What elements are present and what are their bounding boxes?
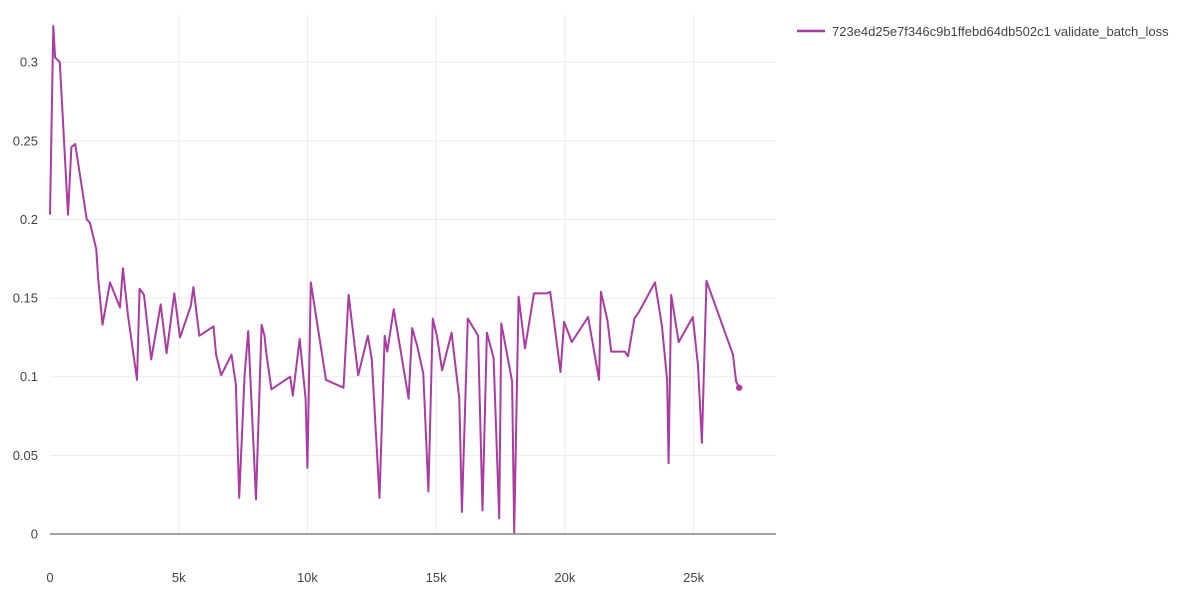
x-tick-label: 25k	[683, 570, 704, 585]
x-tick-label: 10k	[297, 570, 318, 585]
series-line[interactable]	[49, 25, 741, 534]
gridlines	[50, 15, 776, 535]
series-end-point[interactable]	[735, 384, 743, 391]
x-tick-label: 15k	[426, 570, 447, 585]
x-tick-label: 5k	[172, 570, 186, 585]
y-tick-label: 0.3	[20, 55, 38, 70]
y-tick-label: 0.25	[13, 133, 38, 148]
y-tick-label: 0.15	[13, 291, 38, 306]
series-lines	[49, 25, 743, 534]
x-tick-label: 20k	[554, 570, 575, 585]
y-tick-label: 0.2	[20, 212, 38, 227]
legend-label: 723e4d25e7f346c9b1ffebd64db502c1 validat…	[832, 24, 1169, 39]
y-tick-label: 0.05	[13, 448, 38, 463]
y-tick-label: 0.1	[20, 369, 38, 384]
x-axis-tick-labels: 0 5k 10k 15k 20k 25k	[46, 570, 704, 585]
y-axis-tick-labels: 0 0.05 0.1 0.15 0.2 0.25 0.3	[13, 55, 38, 542]
x-tick-label: 0	[46, 570, 53, 585]
y-tick-label: 0	[31, 527, 38, 542]
legend[interactable]: 723e4d25e7f346c9b1ffebd64db502c1 validat…	[797, 24, 1169, 39]
